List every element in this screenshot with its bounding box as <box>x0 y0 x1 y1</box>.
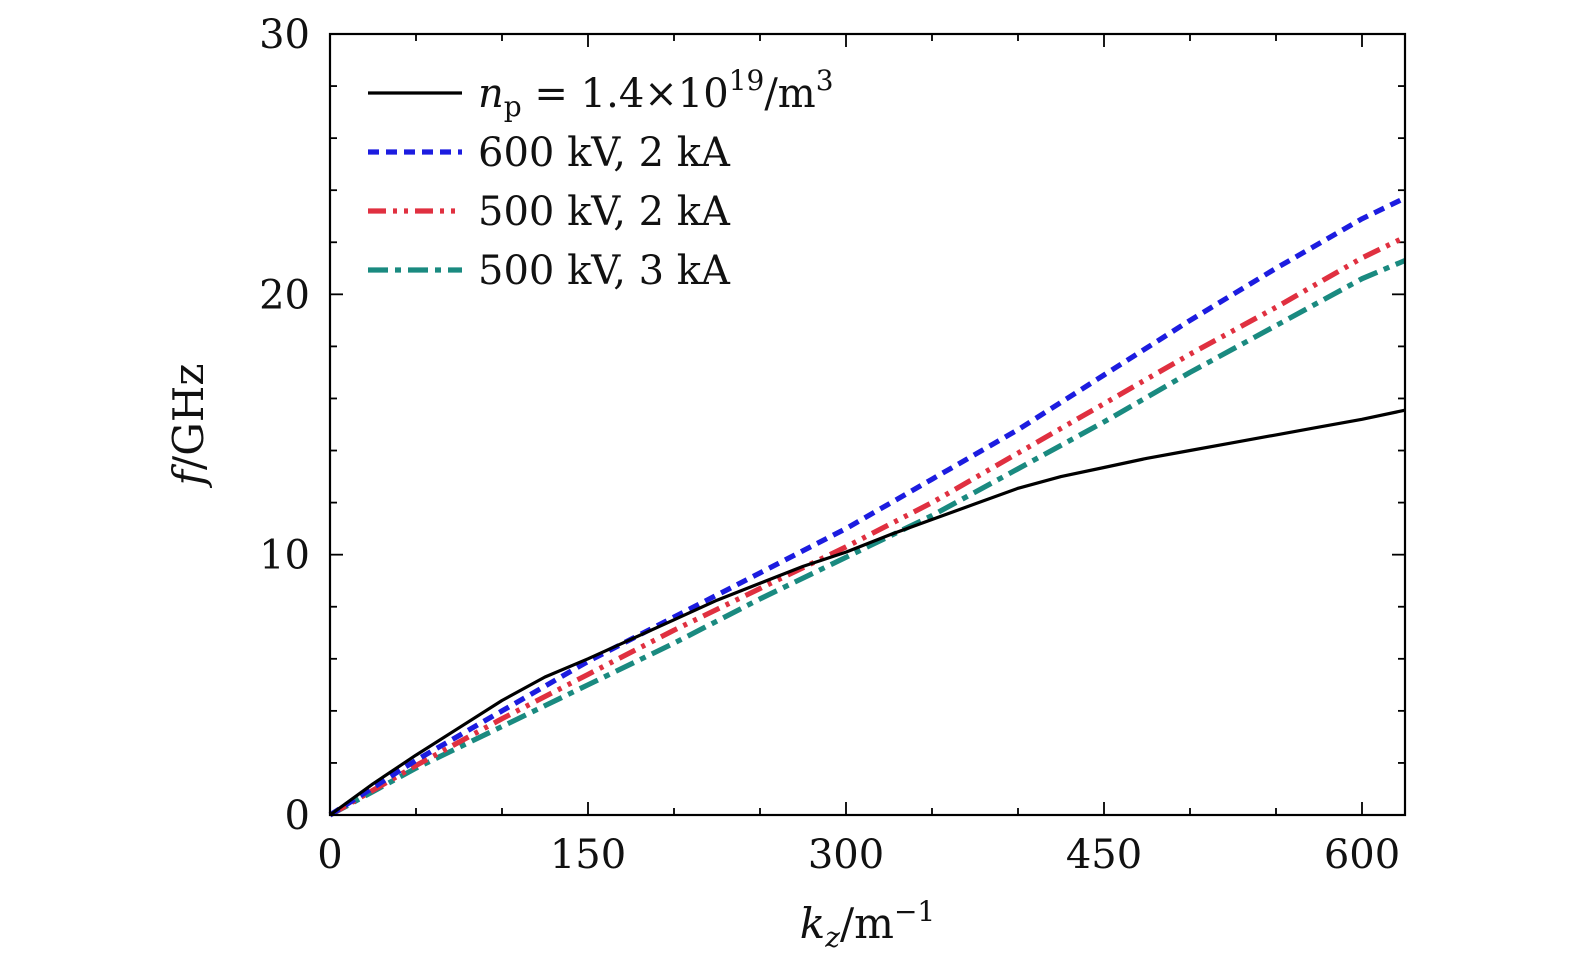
series-layer <box>328 195 1407 818</box>
series-line-3 <box>328 258 1407 818</box>
y-axis-label: f/GHz <box>164 363 213 488</box>
x-tick-label: 450 <box>1066 832 1142 878</box>
plot-frame <box>328 32 1407 817</box>
x-tick-label: 600 <box>1324 832 1400 878</box>
legend: np = 1.4×1019/m3 600 kV, 2 kA 500 kV, 2 … <box>368 64 834 294</box>
series-line-2 <box>328 234 1407 818</box>
legend-item-0: np = 1.4×1019/m3 <box>368 64 834 123</box>
legend-label-2: 500 kV, 2 kA <box>478 189 731 235</box>
legend-item-2: 500 kV, 2 kA <box>368 189 731 235</box>
y-tick-label: 30 <box>259 12 310 58</box>
axis-ticks-layer <box>329 33 1405 816</box>
y-tick-label: 10 <box>259 533 310 579</box>
legend-label-1: 600 kV, 2 kA <box>478 130 731 176</box>
legend-item-3: 500 kV, 3 kA <box>368 248 731 294</box>
x-axis-label: kz/m−1 <box>800 895 935 954</box>
tick-labels-layer: 0 150 300 450 600 0 10 20 30 <box>259 12 1400 878</box>
x-tick-label: 0 <box>317 832 342 878</box>
legend-label-3: 500 kV, 3 kA <box>478 248 731 294</box>
x-tick-label: 300 <box>808 832 884 878</box>
y-tick-label: 0 <box>285 793 310 839</box>
x-tick-label: 150 <box>550 832 626 878</box>
legend-label-0: np = 1.4×1019/m3 <box>478 64 834 123</box>
legend-item-1: 600 kV, 2 kA <box>368 130 731 176</box>
series-line-1 <box>328 195 1407 818</box>
y-tick-label: 20 <box>259 272 310 318</box>
series-line-0 <box>329 408 1406 817</box>
